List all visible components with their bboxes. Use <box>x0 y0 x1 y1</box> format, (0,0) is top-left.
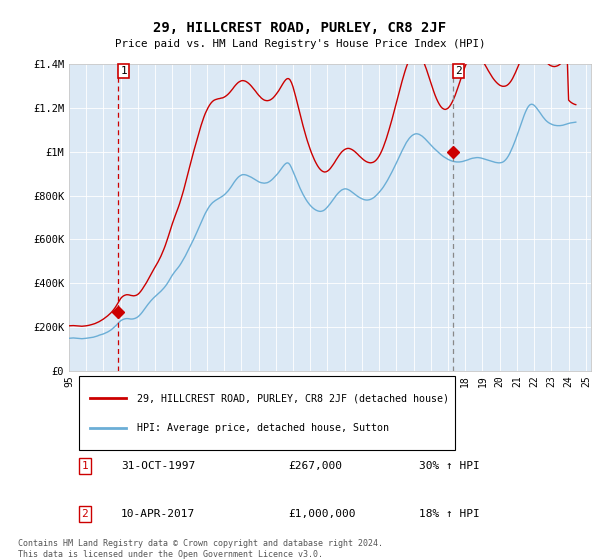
Text: 10-APR-2017: 10-APR-2017 <box>121 509 196 519</box>
Text: 2: 2 <box>81 509 88 519</box>
Text: Contains HM Land Registry data © Crown copyright and database right 2024.
This d: Contains HM Land Registry data © Crown c… <box>18 539 383 559</box>
Text: 30% ↑ HPI: 30% ↑ HPI <box>419 461 479 471</box>
Text: £1,000,000: £1,000,000 <box>288 509 356 519</box>
Text: Price paid vs. HM Land Registry's House Price Index (HPI): Price paid vs. HM Land Registry's House … <box>115 39 485 49</box>
Text: 31-OCT-1997: 31-OCT-1997 <box>121 461 196 471</box>
Text: 1: 1 <box>81 461 88 471</box>
Text: HPI: Average price, detached house, Sutton: HPI: Average price, detached house, Sutt… <box>137 423 389 433</box>
Text: 18% ↑ HPI: 18% ↑ HPI <box>419 509 479 519</box>
Text: 29, HILLCREST ROAD, PURLEY, CR8 2JF: 29, HILLCREST ROAD, PURLEY, CR8 2JF <box>154 21 446 35</box>
Text: 2: 2 <box>455 66 462 76</box>
Text: 29, HILLCREST ROAD, PURLEY, CR8 2JF (detached house): 29, HILLCREST ROAD, PURLEY, CR8 2JF (det… <box>137 393 449 403</box>
Text: £267,000: £267,000 <box>288 461 342 471</box>
Text: 1: 1 <box>121 66 127 76</box>
Bar <box>79 376 455 450</box>
